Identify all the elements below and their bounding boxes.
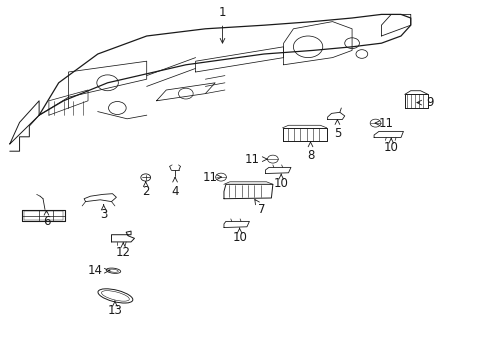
Text: 11: 11 [203, 171, 221, 184]
Text: 8: 8 [306, 142, 314, 162]
Text: 14: 14 [88, 264, 110, 277]
Text: 10: 10 [383, 138, 398, 154]
Text: 11: 11 [244, 153, 266, 166]
Text: 6: 6 [42, 211, 50, 228]
Text: 3: 3 [100, 205, 107, 221]
Text: 7: 7 [254, 199, 265, 216]
Text: 5: 5 [333, 120, 341, 140]
Text: 13: 13 [107, 301, 122, 317]
Text: 1: 1 [218, 6, 226, 43]
Text: 2: 2 [142, 182, 149, 198]
Text: 12: 12 [116, 243, 130, 259]
Text: 10: 10 [273, 174, 288, 190]
Text: 9: 9 [416, 96, 433, 109]
Text: 10: 10 [232, 228, 246, 244]
Text: 4: 4 [171, 177, 179, 198]
Text: 11: 11 [374, 117, 393, 130]
